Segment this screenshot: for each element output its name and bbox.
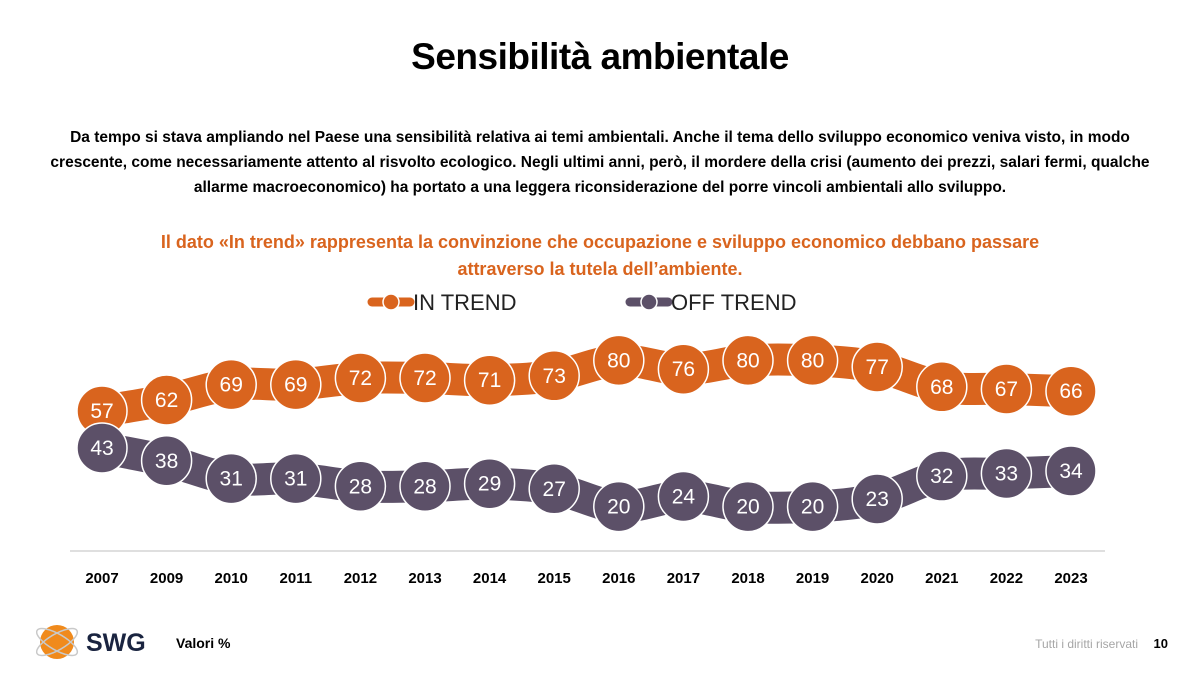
logo-globe-icon	[40, 625, 74, 659]
data-point-off-trend-2010	[205, 452, 257, 505]
data-label-off-trend-2023: 34	[1059, 460, 1083, 483]
data-label-off-trend-2010: 31	[220, 468, 243, 491]
data-point-in-trend-2020	[851, 341, 903, 393]
x-tick-label-2007: 2007	[85, 570, 118, 587]
chart-legend: IN TREND OFF TREND	[367, 290, 796, 315]
data-label-in-trend-2012: 72	[349, 367, 372, 390]
intro-paragraph: Da tempo si stava ampliando nel Paese un…	[50, 129, 1150, 196]
page-title: Sensibilità ambientale	[411, 36, 789, 77]
data-point-off-trend-2022	[980, 447, 1033, 500]
data-label-in-trend-2014: 71	[478, 369, 501, 392]
data-label-off-trend-2014: 29	[478, 473, 501, 496]
data-label-in-trend-2020: 77	[866, 356, 889, 379]
x-tick-label-2012: 2012	[344, 570, 377, 587]
logo-text: SWG	[86, 629, 146, 657]
data-point-in-trend-2019	[786, 334, 839, 387]
data-label-off-trend-2017: 24	[672, 485, 696, 508]
data-point-off-trend-2023	[1045, 445, 1097, 497]
data-label-in-trend-2009: 62	[155, 389, 178, 412]
data-label-in-trend-2021: 68	[930, 376, 953, 399]
data-point-in-trend-2009	[140, 374, 193, 426]
x-tick-label-2023: 2023	[1054, 570, 1087, 587]
data-point-off-trend-2013	[399, 460, 451, 512]
data-label-off-trend-2007: 43	[90, 437, 113, 460]
data-label-in-trend-2017: 76	[672, 358, 695, 381]
x-tick-label-2021: 2021	[925, 570, 958, 587]
data-label-off-trend-2021: 32	[930, 465, 953, 488]
data-label-in-trend-2019: 80	[801, 349, 824, 372]
data-point-in-trend-2016	[593, 334, 645, 387]
data-label-in-trend-2013: 72	[413, 367, 436, 390]
data-label-in-trend-2018: 80	[736, 349, 759, 372]
x-tick-label-2018: 2018	[731, 570, 764, 587]
data-point-off-trend-2020	[851, 473, 903, 525]
data-point-off-trend-2011	[270, 452, 322, 505]
data-label-in-trend-2015: 73	[543, 365, 566, 388]
data-label-off-trend-2020: 23	[866, 488, 889, 511]
x-tick-label-2010: 2010	[215, 570, 248, 587]
data-label-in-trend-2011: 69	[284, 374, 307, 397]
line-chart: IN TREND OFF TREND 57 62 69 69 72 72 71 73 80 76 8…	[70, 290, 1105, 587]
x-tick-label-2014: 2014	[473, 570, 507, 587]
rights-notice: Tutti i diritti riservati	[1035, 637, 1138, 651]
series-line-off-trend	[86, 432, 1087, 524]
data-point-in-trend-2010	[205, 358, 257, 411]
data-point-in-trend-2018	[722, 334, 774, 387]
x-tick-label-2011: 2011	[280, 570, 313, 587]
data-point-in-trend-2014	[463, 354, 516, 406]
data-label-off-trend-2011: 31	[284, 468, 307, 491]
data-label-in-trend-2010: 69	[220, 374, 243, 397]
x-tick-label-2022: 2022	[990, 570, 1023, 587]
legend-label-off-trend: OFF TREND	[671, 290, 796, 315]
data-point-in-trend-2021	[916, 361, 968, 413]
data-label-off-trend-2022: 33	[995, 463, 1018, 486]
data-label-off-trend-2013: 28	[413, 475, 436, 498]
data-label-in-trend-2022: 67	[995, 378, 1018, 401]
data-label-off-trend-2018: 20	[736, 496, 759, 519]
data-point-off-trend-2018	[722, 480, 774, 533]
chart-subtitle: Il dato «In trend» rappresenta la convin…	[160, 232, 1040, 279]
data-point-off-trend-2014	[463, 457, 516, 510]
legend-item-off-trend: OFF TREND	[625, 290, 796, 315]
data-label-in-trend-2016: 80	[607, 349, 630, 372]
data-point-off-trend-2012	[334, 460, 387, 512]
data-point-off-trend-2016	[593, 480, 645, 533]
data-point-off-trend-2009	[140, 435, 193, 487]
data-point-in-trend-2011	[270, 358, 322, 411]
data-label-off-trend-2019: 20	[801, 496, 824, 519]
values-note: Valori %	[176, 635, 231, 651]
x-tick-label-2017: 2017	[667, 570, 700, 587]
legend-item-in-trend: IN TREND	[367, 290, 517, 315]
data-point-off-trend-2019	[786, 480, 839, 533]
series-line-in-trend	[86, 343, 1087, 427]
x-tick-label-2013: 2013	[408, 570, 441, 587]
data-label-off-trend-2012: 28	[349, 475, 372, 498]
data-point-in-trend-2022	[980, 363, 1033, 415]
data-point-in-trend-2015	[528, 350, 580, 402]
data-point-off-trend-2017	[657, 470, 710, 523]
data-label-in-trend-2007: 57	[90, 400, 113, 423]
x-tick-label-2015: 2015	[538, 570, 571, 587]
data-point-in-trend-2023	[1045, 365, 1097, 417]
data-point-off-trend-2021	[916, 450, 968, 502]
page-number: 10	[1153, 636, 1168, 651]
data-point-off-trend-2015	[528, 463, 580, 515]
data-label-off-trend-2009: 38	[155, 450, 178, 473]
data-point-in-trend-2012	[334, 352, 387, 404]
x-tick-label-2020: 2020	[861, 570, 894, 587]
data-point-in-trend-2017	[657, 343, 710, 395]
data-point-off-trend-2007	[76, 422, 128, 474]
swg-logo: SWG	[36, 625, 146, 659]
data-label-off-trend-2016: 20	[607, 496, 630, 519]
data-label-off-trend-2015: 27	[543, 478, 566, 501]
data-point-in-trend-2013	[399, 352, 451, 404]
x-tick-label-2016: 2016	[602, 570, 635, 587]
data-label-in-trend-2023: 66	[1059, 380, 1082, 403]
x-tick-label-2019: 2019	[796, 570, 829, 587]
legend-label-in-trend: IN TREND	[413, 290, 517, 315]
x-tick-label-2009: 2009	[150, 570, 183, 587]
